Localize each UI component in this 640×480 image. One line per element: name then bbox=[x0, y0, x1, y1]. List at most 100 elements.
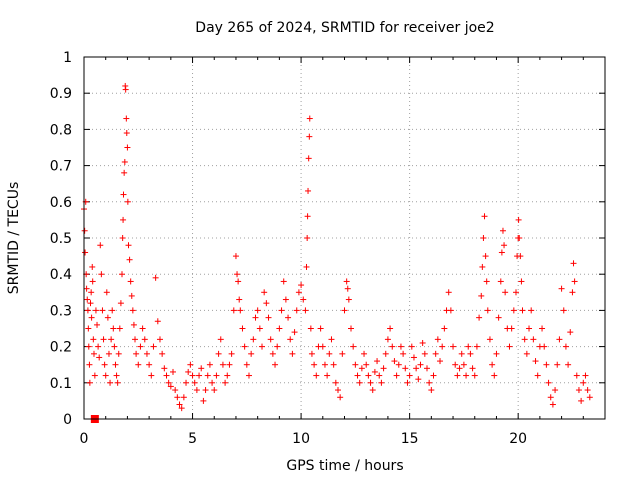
y-axis-label: SRMTID / TECUs bbox=[6, 182, 22, 295]
data-point bbox=[519, 307, 526, 314]
data-point bbox=[122, 86, 129, 93]
data-point bbox=[133, 350, 140, 357]
data-point bbox=[248, 350, 255, 357]
data-point bbox=[269, 350, 276, 357]
data-point bbox=[126, 256, 133, 263]
data-point bbox=[541, 343, 548, 350]
data-point bbox=[389, 343, 396, 350]
data-point bbox=[343, 278, 350, 285]
data-point bbox=[421, 350, 428, 357]
data-point bbox=[121, 158, 128, 165]
data-point bbox=[228, 350, 235, 357]
x-tick-label: 10 bbox=[292, 431, 310, 447]
data-point bbox=[534, 372, 541, 379]
data-point bbox=[434, 336, 441, 343]
data-point bbox=[539, 325, 546, 332]
data-point bbox=[222, 379, 229, 386]
data-point bbox=[313, 372, 320, 379]
data-point bbox=[512, 289, 519, 296]
data-point bbox=[129, 307, 136, 314]
data-point bbox=[387, 325, 394, 332]
data-point bbox=[380, 365, 387, 372]
data-point bbox=[476, 314, 483, 321]
y-tick-label: 0.5 bbox=[50, 231, 72, 247]
data-point bbox=[471, 372, 478, 379]
data-point bbox=[234, 271, 241, 278]
data-point bbox=[100, 336, 107, 343]
data-point bbox=[319, 343, 326, 350]
data-point bbox=[95, 343, 102, 350]
data-point bbox=[521, 336, 528, 343]
data-point bbox=[484, 307, 491, 314]
data-point bbox=[324, 372, 331, 379]
data-point bbox=[189, 372, 196, 379]
data-point bbox=[308, 350, 315, 357]
data-point bbox=[127, 278, 134, 285]
data-point bbox=[191, 379, 198, 386]
data-point bbox=[89, 263, 96, 270]
data-point bbox=[499, 227, 506, 234]
data-point bbox=[123, 115, 130, 122]
data-point bbox=[491, 372, 498, 379]
data-point bbox=[495, 314, 502, 321]
data-point bbox=[82, 249, 89, 256]
data-point bbox=[560, 307, 567, 314]
data-point bbox=[378, 379, 385, 386]
data-point bbox=[465, 343, 472, 350]
data-point bbox=[321, 361, 328, 368]
data-point bbox=[117, 300, 124, 307]
data-point bbox=[167, 383, 174, 390]
data-point bbox=[450, 343, 457, 350]
data-point bbox=[430, 372, 437, 379]
data-point bbox=[467, 350, 474, 357]
data-point bbox=[350, 343, 357, 350]
data-point bbox=[549, 401, 556, 408]
data-point bbox=[280, 278, 287, 285]
data-point bbox=[263, 300, 270, 307]
data-point bbox=[94, 321, 101, 328]
data-point bbox=[341, 307, 348, 314]
data-point bbox=[352, 361, 359, 368]
data-point bbox=[116, 325, 123, 332]
data-point bbox=[358, 365, 365, 372]
data-point bbox=[130, 321, 137, 328]
data-point bbox=[584, 387, 591, 394]
plot-frame bbox=[83, 56, 606, 420]
y-tick-label: 0.1 bbox=[50, 376, 72, 392]
data-point bbox=[235, 278, 242, 285]
data-point bbox=[578, 397, 585, 404]
data-point bbox=[88, 289, 95, 296]
data-point bbox=[121, 169, 128, 176]
data-point bbox=[118, 271, 125, 278]
y-tick-label: 1 bbox=[63, 50, 72, 66]
y-tick-label: 0 bbox=[63, 412, 72, 428]
data-point bbox=[580, 379, 587, 386]
data-point bbox=[102, 372, 109, 379]
data-point bbox=[337, 394, 344, 401]
y-tick-label: 0.2 bbox=[50, 340, 72, 356]
data-point bbox=[523, 350, 530, 357]
data-point bbox=[86, 379, 93, 386]
data-point bbox=[452, 361, 459, 368]
data-point bbox=[478, 292, 485, 299]
data-point bbox=[516, 235, 523, 241]
data-point bbox=[272, 361, 279, 368]
data-point bbox=[419, 339, 426, 346]
data-point bbox=[154, 318, 161, 325]
x-axis-label: GPS time / hours bbox=[286, 458, 403, 474]
data-point bbox=[87, 300, 94, 307]
data-point bbox=[274, 343, 281, 350]
data-point bbox=[567, 329, 574, 336]
data-point bbox=[139, 325, 146, 332]
data-point bbox=[174, 394, 181, 401]
data-point bbox=[417, 361, 424, 368]
data-point bbox=[406, 372, 413, 379]
data-point bbox=[300, 296, 307, 303]
data-point bbox=[508, 325, 515, 332]
data-point bbox=[298, 282, 305, 289]
data-point bbox=[85, 325, 92, 332]
data-point bbox=[562, 343, 569, 350]
data-point bbox=[187, 361, 194, 368]
data-point bbox=[185, 368, 192, 375]
y-tick-label: 0.4 bbox=[50, 267, 72, 283]
